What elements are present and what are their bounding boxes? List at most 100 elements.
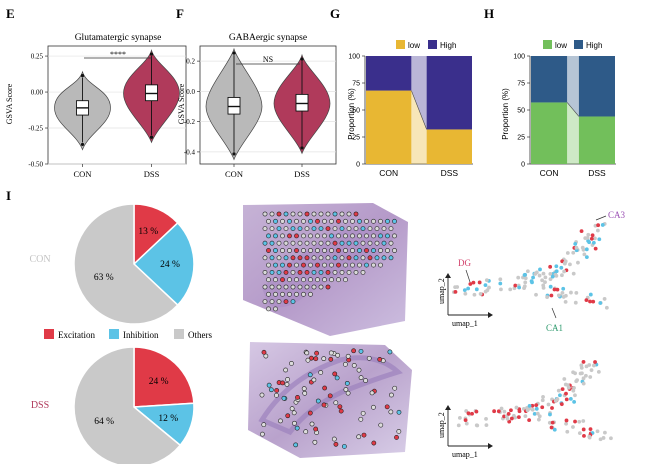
sig-label-e: ****	[110, 50, 126, 59]
arrow-ca3	[595, 215, 607, 221]
umap-ylabel-con: umap_2	[437, 278, 446, 304]
tissue-spot	[301, 277, 306, 283]
tissue-spot	[283, 284, 289, 290]
tissue-spot	[333, 441, 339, 447]
panel-g: G low High Proportion (%) 0 25 50 75 100 CON D…	[330, 6, 473, 178]
violins-f	[205, 47, 331, 161]
tissue-spot	[297, 269, 303, 275]
umap-point	[533, 272, 538, 276]
umap-point	[598, 301, 603, 305]
tissue-spot	[294, 277, 299, 283]
umap-point	[484, 278, 489, 283]
tissue-spot	[284, 382, 290, 387]
legend-label-excitation: Excitation	[58, 330, 95, 340]
connector-high	[567, 56, 579, 117]
umap-point	[471, 280, 476, 285]
stacked-bars-h: 0 25 50 75 100 CON DSS	[513, 54, 616, 178]
umap-point	[593, 360, 597, 364]
umap-point	[591, 240, 596, 245]
umap-point	[470, 411, 474, 416]
tissue-spot	[384, 404, 390, 410]
tissue-spot	[290, 299, 296, 304]
tissue-spot	[280, 291, 285, 297]
tissue-spot	[334, 375, 340, 381]
umap-point	[514, 405, 519, 410]
tissue-spot	[387, 349, 393, 355]
tissue-spot	[367, 255, 373, 261]
umap-point	[537, 414, 542, 419]
umap-point	[496, 409, 501, 414]
umap-point	[531, 275, 535, 280]
umap-point	[552, 287, 557, 292]
tissue-spot	[311, 269, 317, 275]
tissue-spot	[367, 226, 373, 231]
tissue-spot	[294, 248, 299, 253]
tissue-spot	[315, 398, 321, 404]
tissue-image-dss	[248, 342, 412, 458]
tissue-spot	[371, 404, 376, 410]
umap-point	[487, 285, 491, 290]
tissue-spot	[378, 262, 383, 268]
ytick-label: -0.25	[28, 125, 43, 133]
legend-label-g-high: High	[440, 41, 456, 50]
tissue-spot	[283, 211, 289, 217]
tissue-spot	[273, 277, 278, 283]
tissue-spot	[343, 277, 348, 283]
ytick-label: 0	[521, 162, 525, 169]
tissue-spot	[336, 233, 341, 239]
tissue-spot	[385, 218, 390, 224]
ytick-label: 50	[352, 108, 360, 115]
tissue-spot	[361, 432, 367, 438]
umap-point	[603, 430, 607, 435]
pie-con: 13 % 24 % 63 %	[73, 203, 195, 325]
umap-point	[609, 436, 613, 441]
tissue-spot	[332, 211, 338, 217]
tissue-spot	[378, 422, 384, 428]
tissue-spot	[302, 390, 308, 396]
tissue-spot	[322, 262, 327, 268]
umap-point	[578, 371, 583, 376]
tissue-spot	[322, 233, 327, 239]
umap-point	[600, 223, 605, 227]
tissue-spot	[337, 404, 343, 410]
umap-point	[558, 393, 562, 398]
umap-point	[478, 292, 483, 296]
tissue-spot	[378, 218, 383, 224]
umap-point	[540, 398, 545, 403]
box-dss	[295, 93, 309, 112]
xticks-e: CON DSS	[74, 164, 160, 179]
xtick-label-dss: DSS	[441, 168, 459, 178]
ytick-label: 75	[352, 81, 360, 88]
tissue-spot	[311, 377, 317, 383]
umap-point	[579, 363, 584, 368]
tissue-spot	[311, 255, 317, 261]
tissue-spot	[381, 226, 387, 231]
tissue-spot	[394, 435, 399, 440]
umap-point	[571, 250, 576, 255]
umap-point	[534, 403, 539, 408]
tissue-spot	[357, 248, 362, 253]
umap-point	[596, 369, 601, 374]
tissue-spot	[304, 284, 310, 290]
tissue-spot	[294, 233, 299, 239]
umap-point	[564, 418, 569, 423]
umap-point	[593, 246, 598, 251]
umap-point	[527, 418, 532, 423]
outlier-point	[232, 51, 236, 55]
tissue-spot	[269, 284, 275, 290]
tissue-spot	[336, 262, 341, 268]
umap-point	[565, 429, 570, 434]
umap-point	[530, 407, 535, 412]
tissue-spot	[304, 226, 310, 231]
xtick-label-con: CON	[379, 168, 398, 178]
umap-point	[548, 412, 552, 417]
umap-point	[575, 378, 579, 382]
pie-label-inhibition: 24 %	[160, 260, 180, 270]
umap-point	[530, 403, 535, 408]
tissue-spot	[346, 211, 352, 217]
umap-con: umap_1 umap_2 DG CA3 CA1	[437, 210, 626, 333]
tissue-spot	[297, 255, 303, 261]
umap-point	[559, 265, 564, 270]
umap-point	[581, 376, 586, 381]
umap-point	[582, 252, 587, 257]
